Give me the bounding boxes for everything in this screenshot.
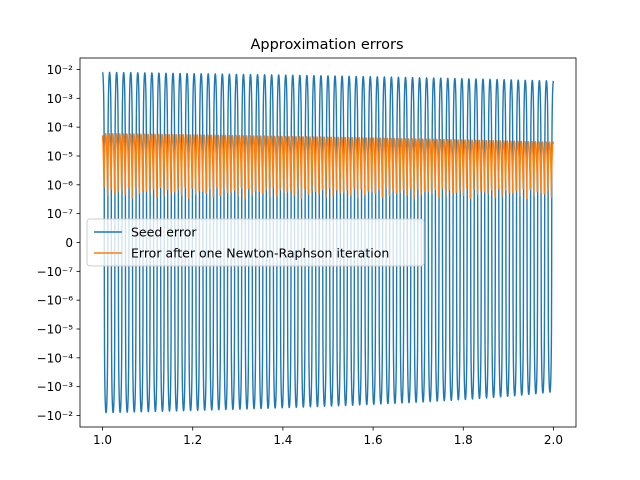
x-tick-label: 1.6 [364, 433, 383, 447]
y-axis: 10⁻² 10⁻³ 10⁻⁴ 10⁻⁵ 10⁻⁶ 10⁻⁷ 0 −10⁻⁷ −10⁻⁶ −10⁻⁵… [37, 63, 80, 423]
y-tick-label: −10⁻⁴ [37, 351, 74, 365]
series-line-newton-raphson-error [101, 132, 555, 199]
y-tick-label: 10⁻² [47, 63, 74, 77]
chart-title: Approximation errors [250, 37, 403, 53]
legend-label: Error after one Newton-Raphson iteration [131, 246, 389, 261]
y-tick-label: 10⁻⁵ [47, 149, 74, 163]
series-line-seed-error [101, 71, 555, 414]
series-layer [101, 71, 555, 414]
x-tick-label: 2.0 [544, 433, 563, 447]
x-axis: 1.0 1.2 1.4 1.6 1.8 2.0 [93, 427, 563, 447]
legend-box [86, 218, 425, 267]
y-tick-label: 0 [65, 236, 73, 250]
y-tick-label: 10⁻⁴ [47, 121, 74, 135]
y-tick-label: −10⁻⁷ [37, 265, 74, 279]
legend: Seed error Error after one Newton-Raphson… [86, 218, 425, 267]
x-tick-label: 1.2 [183, 433, 202, 447]
x-tick-label: 1.8 [454, 433, 473, 447]
y-tick-label: −10⁻² [37, 409, 74, 423]
legend-label: Seed error [131, 225, 197, 240]
x-tick-label: 1.0 [93, 433, 112, 447]
y-tick-label: −10⁻³ [37, 380, 74, 394]
y-tick-label: 10⁻⁷ [47, 207, 74, 221]
y-tick-label: 10⁻³ [47, 92, 74, 106]
y-tick-label: −10⁻⁶ [37, 294, 74, 308]
x-tick-label: 1.4 [273, 433, 292, 447]
y-tick-label: 10⁻⁶ [47, 178, 74, 192]
y-tick-label: −10⁻⁵ [37, 323, 74, 337]
